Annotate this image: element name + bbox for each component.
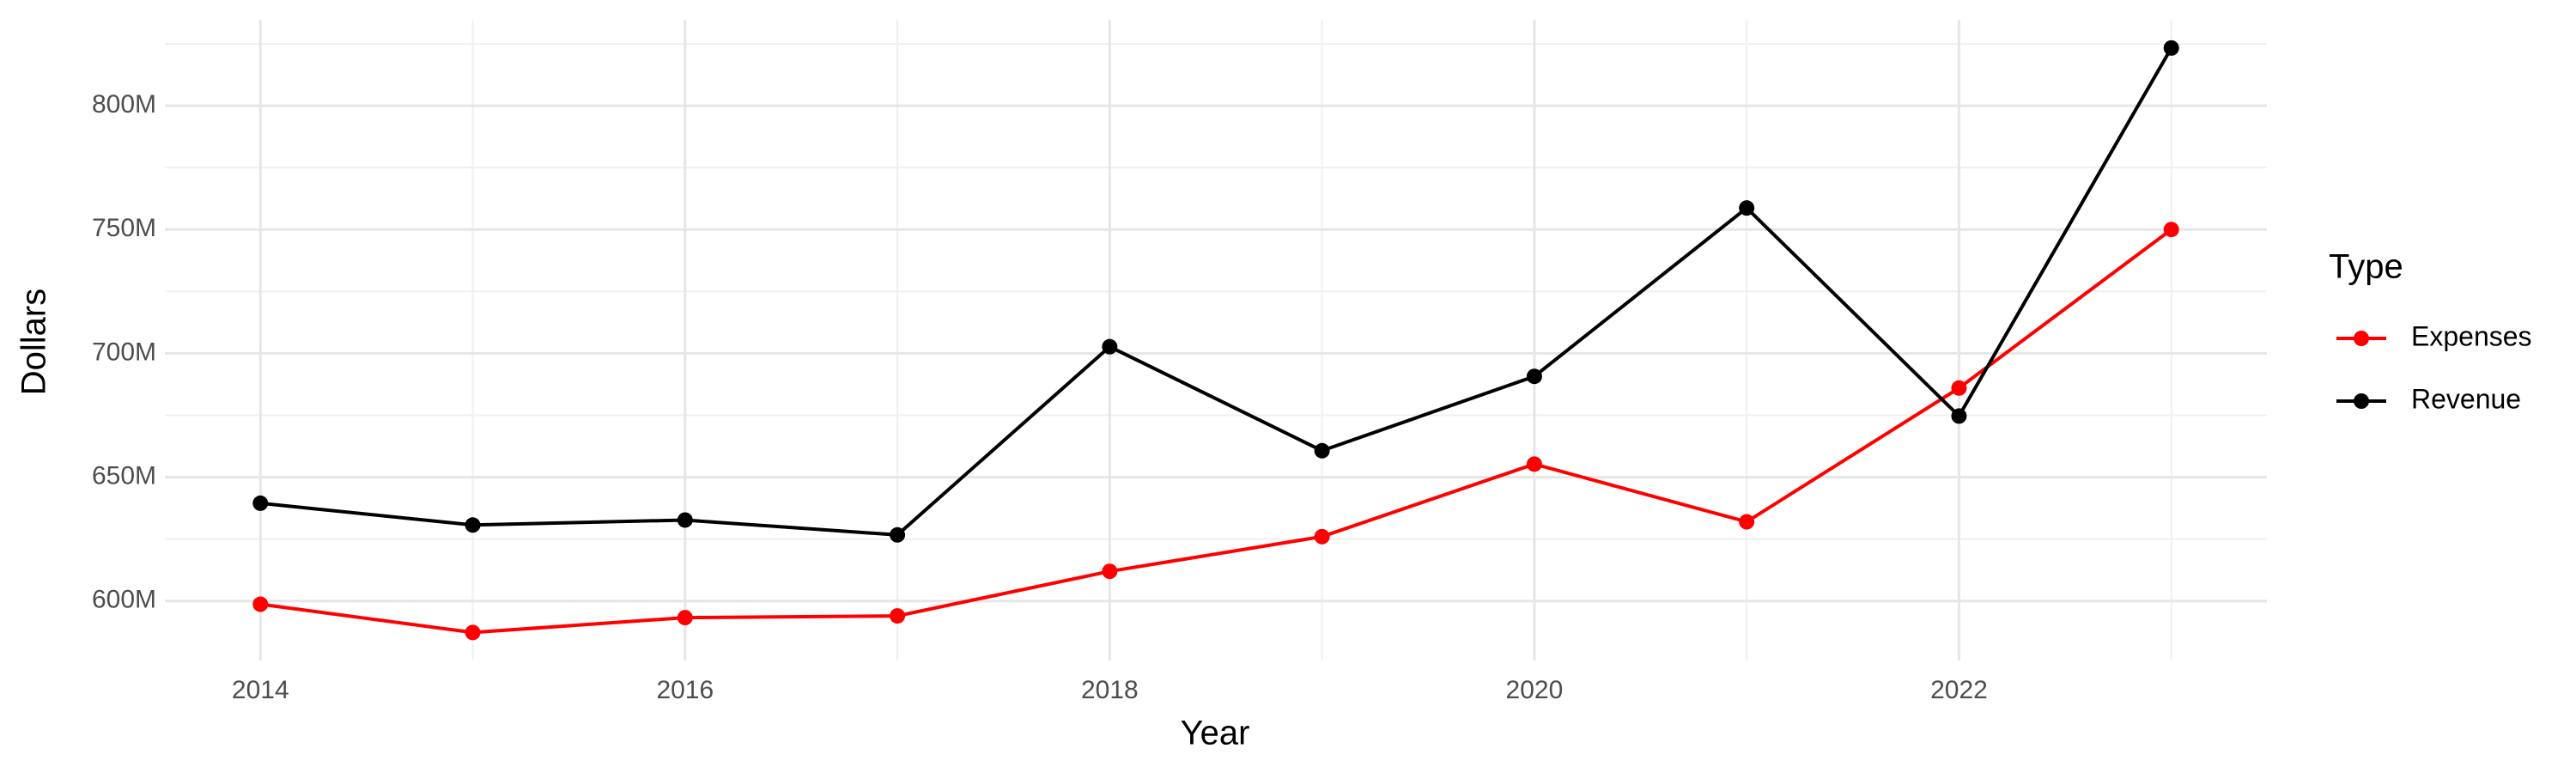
data-point [1314, 442, 1330, 459]
x-tick-label: 2022 [1930, 676, 1988, 704]
data-point [465, 517, 481, 533]
x-tick-label: 2016 [656, 676, 714, 704]
x-tick-label: 2020 [1506, 676, 1564, 704]
data-point [252, 596, 269, 612]
y-tick-label: 600M [92, 586, 156, 614]
data-point [1951, 380, 1967, 396]
y-axis-title: Dollars [15, 289, 53, 395]
data-point [1739, 200, 1755, 216]
y-tick-label: 700M [92, 338, 156, 366]
legend-label: Expenses [2411, 320, 2532, 351]
data-point [1526, 456, 1542, 472]
x-tick-label: 2014 [232, 676, 289, 704]
data-point [1739, 514, 1755, 530]
x-tick-label: 2018 [1081, 676, 1139, 704]
data-point [252, 495, 269, 511]
data-point [465, 624, 481, 641]
data-point [1526, 368, 1542, 385]
legend-swatch-point [2354, 393, 2369, 409]
data-point [890, 526, 906, 543]
y-tick-label: 750M [92, 214, 156, 242]
series-line [260, 228, 2172, 635]
y-tick-label: 650M [92, 462, 156, 490]
data-point [1951, 408, 1967, 424]
series-line [260, 46, 2173, 537]
data-point [677, 512, 693, 528]
data-point [2163, 222, 2179, 238]
data-point [1102, 563, 1118, 580]
legend-swatch-point [2354, 331, 2369, 346]
data-point [1102, 338, 1118, 355]
data-point [677, 610, 693, 626]
x-axis-title: Year [1181, 715, 1250, 752]
data-point [2163, 40, 2179, 56]
legend-label: Revenue [2411, 383, 2521, 414]
y-tick-label: 800M [92, 90, 156, 119]
data-point [890, 608, 906, 624]
legend-title: Type [2329, 248, 2403, 286]
data-point [1314, 528, 1330, 545]
